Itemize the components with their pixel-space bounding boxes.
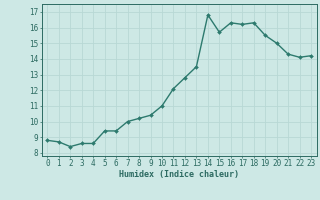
X-axis label: Humidex (Indice chaleur): Humidex (Indice chaleur) [119, 170, 239, 179]
